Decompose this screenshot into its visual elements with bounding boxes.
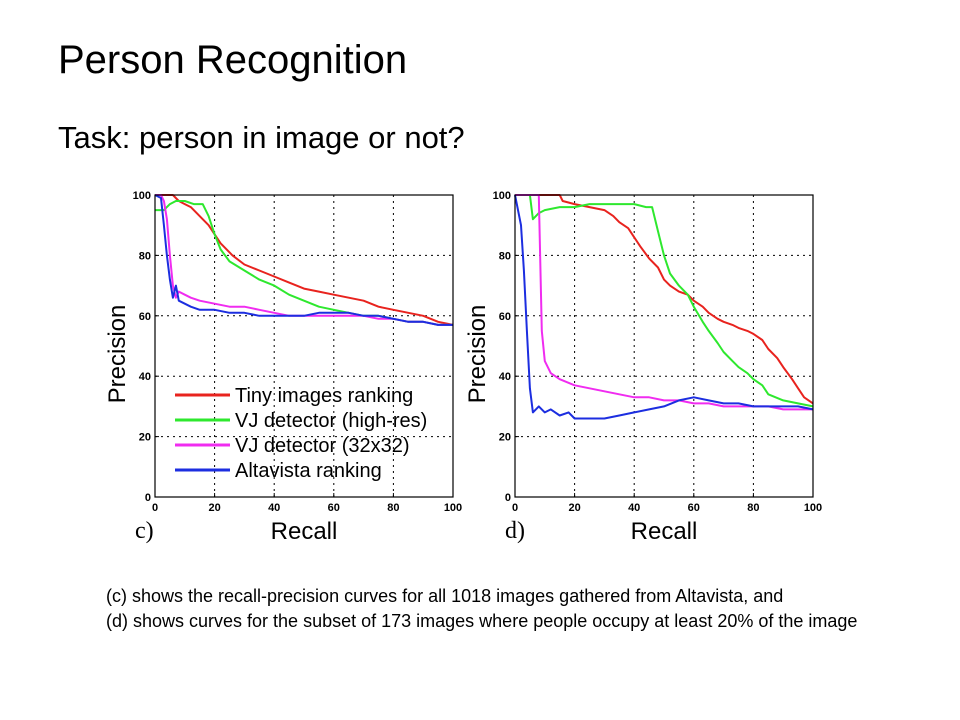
- series-line-tiny-images-ranking: [155, 194, 454, 326]
- x-axis-label: Recall: [271, 518, 338, 545]
- panel-label: c): [135, 518, 154, 544]
- series-line-vj-detector-high-res-: [515, 194, 814, 408]
- x-tick-label: 0: [512, 502, 518, 514]
- x-tick-label: 40: [268, 502, 280, 514]
- figure-caption: (c) shows the recall-precision curves fo…: [106, 584, 866, 634]
- caption-line-c: (c) shows the recall-precision curves fo…: [106, 586, 784, 606]
- y-tick-label: 20: [499, 432, 511, 444]
- legend-label: VJ detector (high-res): [235, 410, 427, 432]
- x-tick-label: 20: [568, 502, 580, 514]
- x-tick-label: 60: [328, 502, 340, 514]
- y-tick-label: 100: [133, 190, 151, 202]
- y-axis-label: Precision: [104, 305, 131, 404]
- x-tick-label: 20: [208, 502, 220, 514]
- panel-label: d): [505, 518, 525, 544]
- x-tick-label: 40: [628, 502, 640, 514]
- legend-label: Tiny images ranking: [235, 385, 413, 407]
- x-axis-label: Recall: [631, 518, 698, 545]
- slide-title: Person Recognition: [58, 38, 408, 82]
- x-tick-label: 100: [804, 502, 822, 514]
- x-tick-label: 60: [688, 502, 700, 514]
- series-line-tiny-images-ranking: [515, 194, 814, 405]
- y-tick-label: 60: [139, 311, 151, 323]
- legend-label: Altavista ranking: [235, 460, 382, 482]
- slide-subtitle: Task: person in image or not?: [58, 120, 465, 155]
- series-line-altavista-ranking: [154, 194, 453, 326]
- series-line-vj-detector-32x32-: [155, 194, 453, 326]
- plot-frame: [514, 194, 814, 498]
- y-tick-label: 80: [499, 250, 511, 262]
- series-line-vj-detector-32x32-: [515, 194, 813, 411]
- x-tick-label: 80: [387, 502, 399, 514]
- plot-frame: [154, 194, 454, 498]
- x-tick-label: 80: [747, 502, 759, 514]
- y-axis-label: Precision: [464, 305, 491, 404]
- y-tick-label: 20: [139, 432, 151, 444]
- x-tick-label: 0: [152, 502, 158, 514]
- y-tick-label: 60: [499, 311, 511, 323]
- y-tick-label: 0: [505, 492, 511, 504]
- caption-line-d: (d) shows curves for the subset of 173 i…: [106, 611, 858, 631]
- y-tick-label: 40: [499, 371, 511, 383]
- y-tick-label: 100: [493, 190, 511, 202]
- y-tick-label: 40: [139, 371, 151, 383]
- legend-label: VJ detector (32x32): [235, 435, 410, 457]
- series-line-altavista-ranking: [514, 194, 814, 420]
- x-tick-label: 100: [444, 502, 462, 514]
- y-tick-label: 80: [139, 250, 151, 262]
- y-tick-label: 0: [145, 492, 151, 504]
